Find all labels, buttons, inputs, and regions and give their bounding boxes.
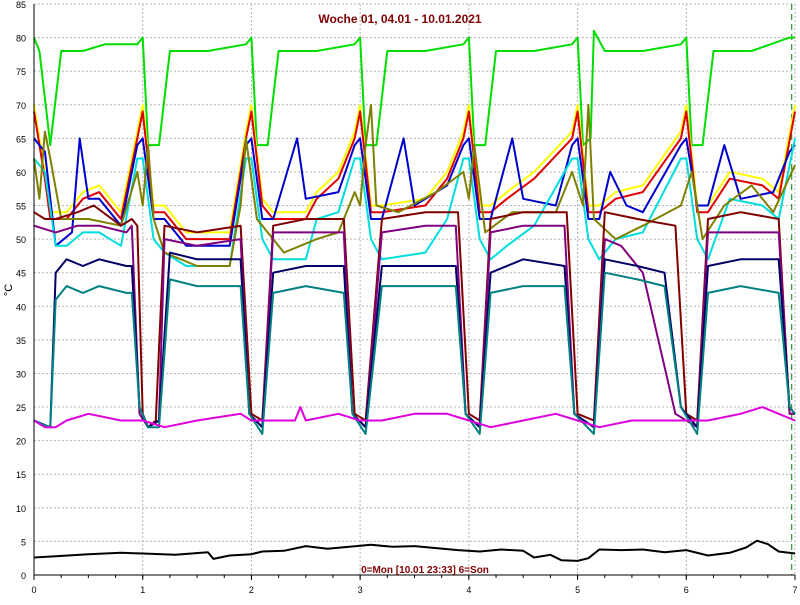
x-tick-label: 6 <box>684 585 689 595</box>
series-line-6 <box>33 103 796 267</box>
series-line-3 <box>33 110 796 241</box>
x-tick-label: 0 <box>31 585 36 595</box>
y-tick-label: 30 <box>16 369 26 379</box>
y-tick-label: 40 <box>16 302 26 312</box>
y-tick-label: 60 <box>16 168 26 178</box>
x-tick-label: 4 <box>466 585 471 595</box>
series-line-5 <box>33 138 796 267</box>
y-tick-label: 5 <box>21 537 26 547</box>
y-tick-label: 10 <box>16 504 26 514</box>
chart-title: Woche 01, 04.01 - 10.01.2021 <box>318 12 482 26</box>
y-tick-label: 55 <box>16 202 26 212</box>
y-axis-label: °C <box>3 284 15 296</box>
y-tick-label: 20 <box>16 437 26 447</box>
y-tick-label: 75 <box>16 67 26 77</box>
y-tick-label: 65 <box>16 134 26 144</box>
series-line-12 <box>33 539 796 562</box>
series-line-10 <box>33 271 796 435</box>
y-tick-label: 15 <box>16 470 26 480</box>
x-tick-label: 1 <box>140 585 145 595</box>
series-layer <box>33 4 796 575</box>
series-line-11 <box>33 406 796 429</box>
y-tick-label: 50 <box>16 235 26 245</box>
x-tick-label: 7 <box>792 585 797 595</box>
y-tick-label: 70 <box>16 101 26 111</box>
footer-label: 0=Mon [10.01 23:33] 6=Son <box>361 565 489 576</box>
series-line-1 <box>33 29 795 147</box>
y-tick-label: 25 <box>16 403 26 413</box>
x-tick-label: 5 <box>575 585 580 595</box>
y-tick-label: 35 <box>16 336 26 346</box>
y-tick-label: 85 <box>16 0 26 10</box>
x-tick-label: 2 <box>249 585 254 595</box>
y-tick-label: 0 <box>21 571 26 581</box>
x-tick-label: 3 <box>358 585 363 595</box>
series-line-4 <box>33 137 796 247</box>
y-tick-label: 45 <box>16 269 26 279</box>
series-line-8 <box>33 224 795 429</box>
y-tick-label: 80 <box>16 34 26 44</box>
